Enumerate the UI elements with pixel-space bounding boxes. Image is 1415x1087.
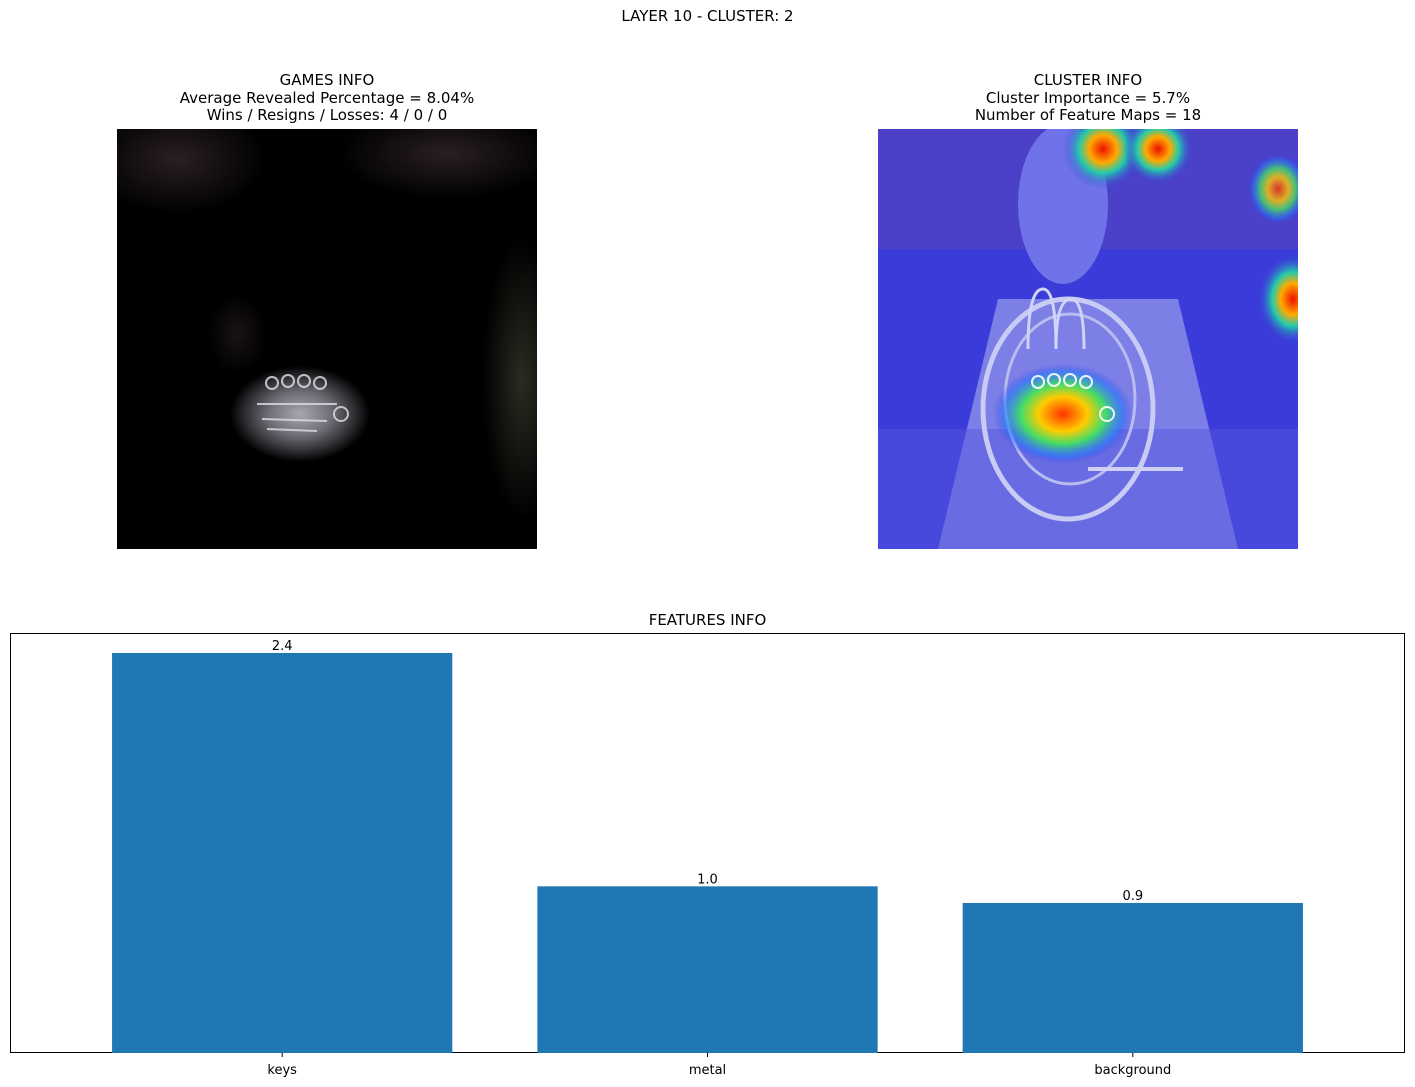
bar-value-label: 1.0 [697,872,718,887]
cluster-info-title: CLUSTER INFO [1033,71,1143,89]
cluster-info-title-block: CLUSTER INFO Cluster Importance = 5.7% N… [878,71,1298,125]
games-info-title-block: GAMES INFO Average Revealed Percentage =… [117,71,537,125]
cluster-importance-text: Cluster Importance = 5.7% [985,88,1191,107]
masked-horn-image [117,129,537,549]
wins-resigns-losses-text: Wins / Resigns / Losses: 4 / 0 / 0 [206,106,448,124]
feature-maps-count-text: Number of Feature Maps = 18 [974,106,1202,124]
x-tick-label: background [1094,1063,1171,1078]
chart-title: FEATURES INFO [648,611,767,629]
games-info-title: GAMES INFO [279,71,375,89]
revealed-image [117,129,537,549]
x-tick-label: metal [689,1063,726,1078]
figure-title: LAYER 10 - CLUSTER: 2 [621,7,794,25]
x-tick-label: keys [267,1063,297,1078]
bar-metal [537,886,878,1053]
revealed-percentage-text: Average Revealed Percentage = 8.04% [179,88,475,107]
bar-value-label: 0.9 [1122,889,1143,904]
bar-keys [112,653,453,1053]
bar-value-label: 2.4 [272,639,293,654]
bar-background [962,903,1303,1053]
heatmap-horn-image [878,129,1298,549]
heatmap-image [878,129,1298,549]
